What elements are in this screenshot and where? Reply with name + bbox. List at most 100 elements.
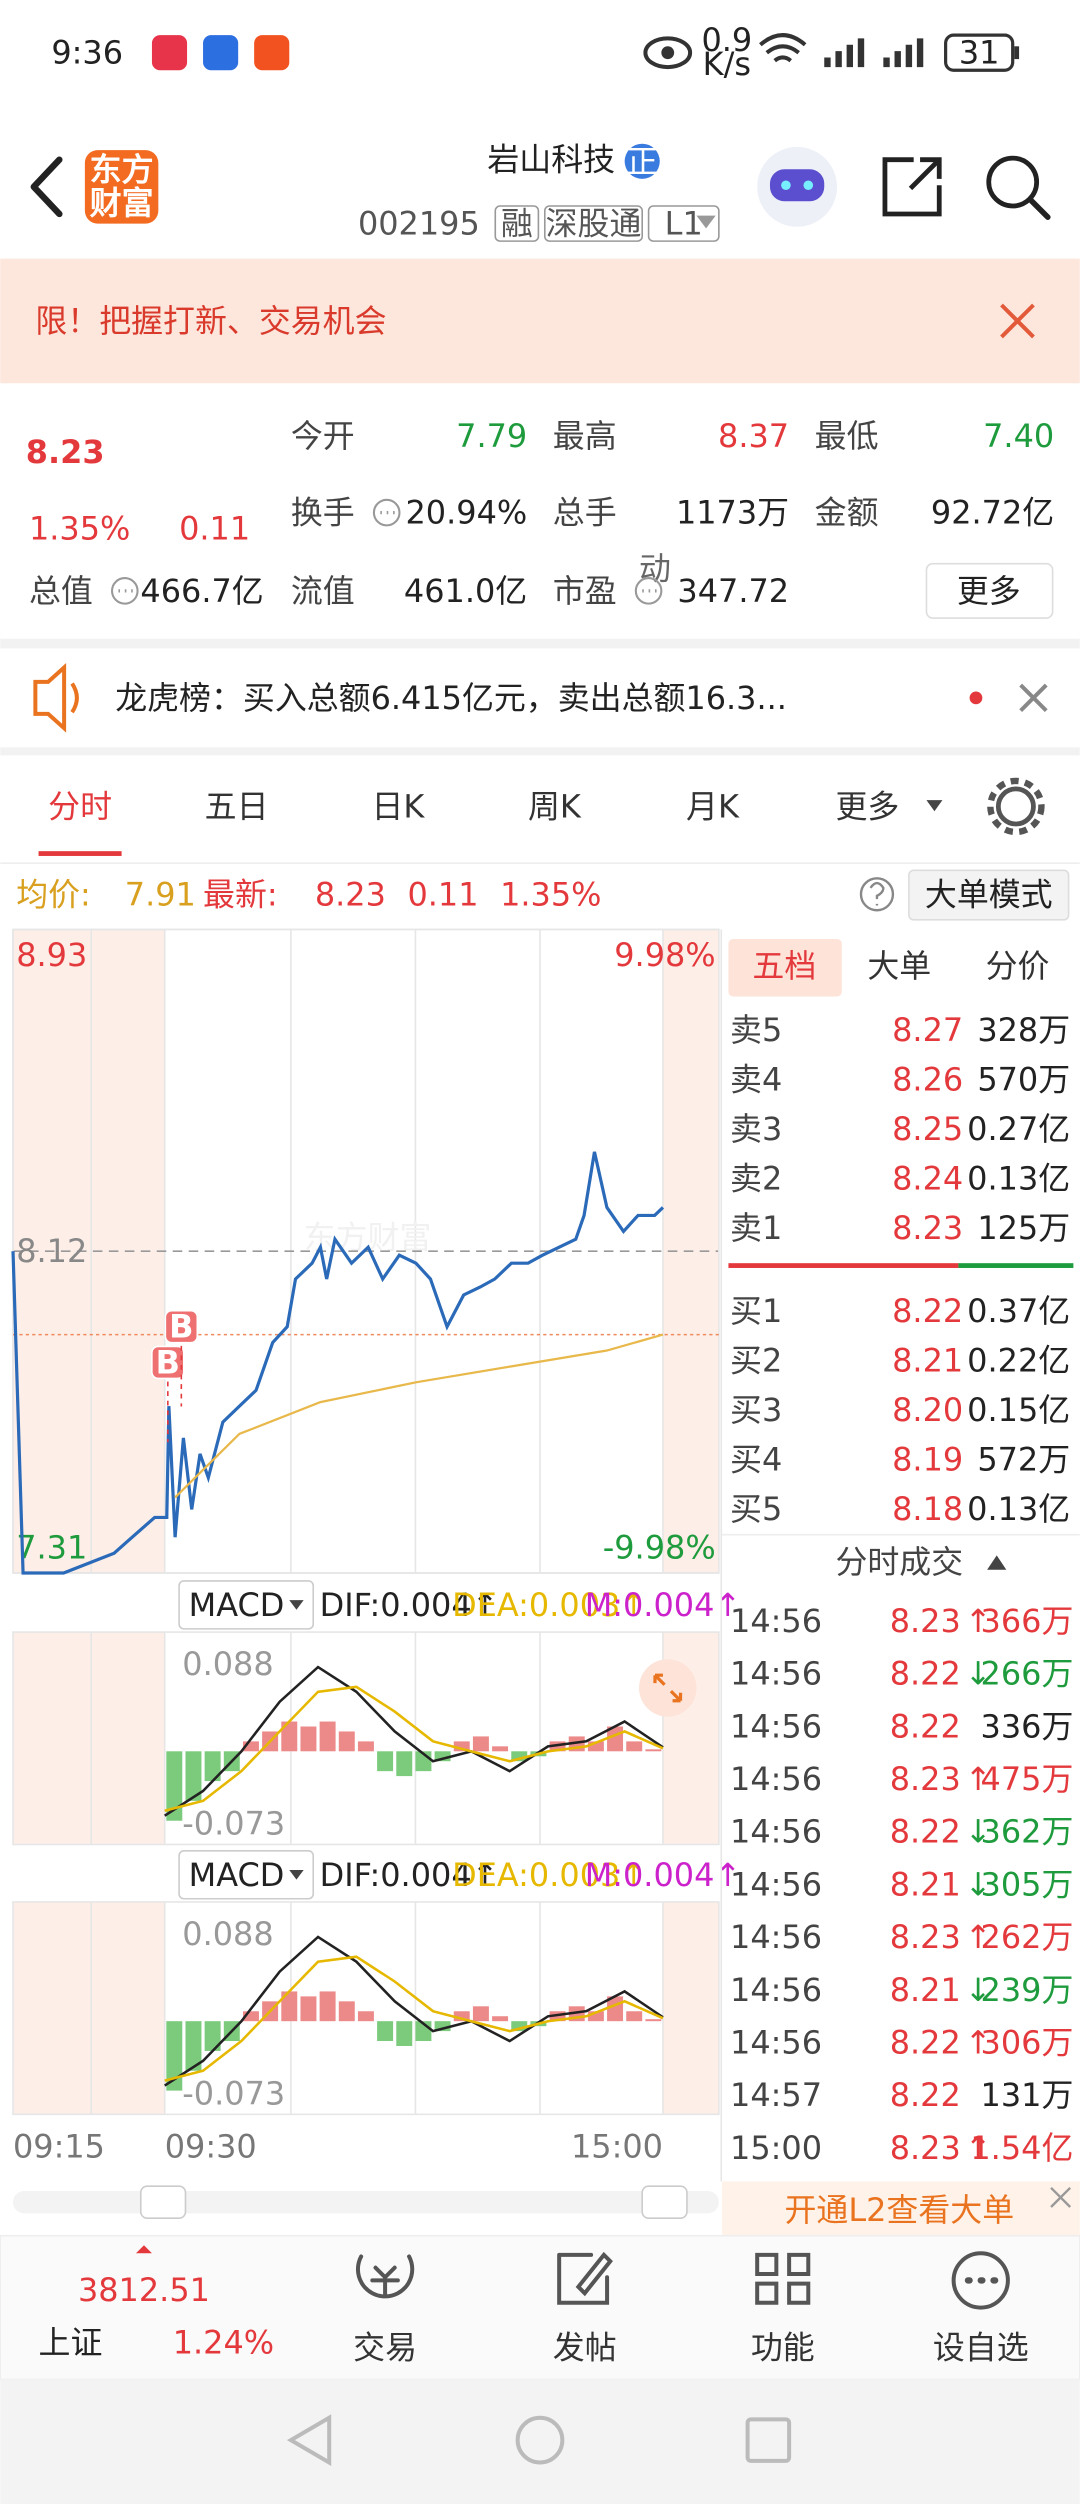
nav-back[interactable] — [286, 2414, 332, 2466]
tab[interactable]: 日K — [371, 787, 425, 825]
book-label: 买1 — [730, 1292, 782, 1330]
book-tab[interactable]: 分价 — [986, 947, 1050, 985]
share-button[interactable] — [882, 157, 942, 217]
macd-name: MACD — [189, 1856, 285, 1894]
price-line — [11, 1151, 665, 1575]
info-icon[interactable] — [634, 577, 663, 605]
book-label: 买4 — [730, 1441, 782, 1479]
stat-value: 7.40 — [983, 417, 1054, 455]
battery-level: 31 — [959, 34, 1000, 72]
promo-bar[interactable] — [722, 2181, 1080, 2236]
macd-bar — [645, 2019, 662, 2022]
back-button[interactable] — [30, 156, 63, 218]
close-banner[interactable] — [1000, 303, 1035, 339]
range-handle[interactable] — [641, 2185, 688, 2219]
nav-home[interactable] — [515, 2415, 565, 2465]
range-slider[interactable] — [13, 2191, 719, 2214]
macd-name: MACD — [189, 1586, 285, 1624]
trade-time: 14:56 — [730, 1655, 822, 1693]
signal-icon — [824, 38, 924, 68]
macd-tick-label: -0.073 — [182, 1805, 285, 1843]
macd-pre-zone — [13, 1901, 165, 2115]
tab[interactable]: 月K — [686, 787, 740, 825]
nav-label[interactable]: 功能 — [751, 2329, 815, 2367]
info-icon[interactable] — [110, 577, 139, 605]
logo-text: 东方 — [90, 150, 154, 188]
stat-label: 总值 — [29, 572, 93, 610]
trade-direction: ↑ — [965, 1918, 992, 1956]
tab-dropdown — [926, 800, 943, 812]
trade-price: 8.22 — [890, 2076, 961, 2114]
stats: 今开 7.79 最高 8.37 最低 7.40 换手 20.94% 总手 1173万 金额 92.72… — [29, 417, 1054, 610]
robot-eye — [803, 180, 814, 191]
settings-button[interactable] — [995, 786, 1036, 827]
banner[interactable] — [0, 258, 1080, 384]
eye-icon — [661, 46, 675, 60]
tab[interactable]: 周K — [528, 787, 582, 825]
macd-tick-label: 0.088 — [182, 1915, 273, 1953]
logo[interactable] — [84, 150, 159, 224]
book-tab[interactable]: 大单 — [867, 947, 931, 985]
x-tick-label: 09:30 — [165, 2127, 257, 2165]
index-value[interactable]: 3812.51 — [78, 2271, 210, 2309]
tab[interactable]: 分时 — [48, 787, 112, 825]
macd-bar — [511, 1751, 528, 1762]
book-label: 买3 — [730, 1391, 782, 1429]
macd-bar — [453, 1741, 470, 1752]
search-button[interactable] — [986, 155, 1040, 209]
nav-label[interactable]: 发帖 — [553, 2329, 617, 2367]
trade-price: 8.22 — [890, 1707, 961, 1745]
trades-title[interactable]: 分时成交 — [835, 1543, 963, 1581]
stat-label: 市盈 — [553, 572, 617, 610]
book-tab[interactable]: 五档 — [752, 947, 816, 985]
macd-bar — [242, 2011, 259, 2022]
trade-volume: 262万 — [981, 1918, 1074, 1956]
stock-code: 002195 — [358, 205, 480, 243]
expand-button[interactable] — [639, 1659, 697, 1717]
book-volume: 0.27亿 — [967, 1110, 1070, 1148]
trade-time: 14:57 — [730, 2076, 822, 2114]
more-button[interactable] — [925, 562, 1054, 619]
app-icon — [151, 35, 188, 71]
macd-bar — [511, 2021, 528, 2032]
macd-selector[interactable] — [178, 1580, 315, 1630]
help-icon[interactable] — [859, 877, 895, 912]
stat-label: 今开 — [291, 417, 355, 455]
trade-time: 14:56 — [730, 1760, 822, 1798]
trade-marker — [151, 1345, 185, 1380]
tab[interactable]: 更多 — [835, 787, 899, 825]
change: 0.11 — [179, 510, 250, 548]
trade-direction: ↓ — [965, 1655, 992, 1693]
trade-marker — [164, 1309, 199, 1344]
nav-label[interactable]: 设自选 — [933, 2329, 1029, 2367]
notice-text[interactable]: 龙虎榜：买入总额6.415亿元，卖出总额16.3... — [115, 679, 787, 717]
nav-label[interactable]: 交易 — [353, 2329, 417, 2367]
macd-bar — [434, 1751, 451, 1762]
nav-recents[interactable] — [745, 2417, 792, 2463]
nav-icon — [755, 2252, 811, 2305]
book-volume: 570万 — [977, 1061, 1070, 1099]
macd-bar — [319, 1991, 336, 2022]
trade-time: 14:56 — [730, 1602, 822, 1640]
stat-label: 最高 — [553, 417, 617, 455]
trade-volume: 1.54亿 — [970, 2129, 1073, 2167]
tab[interactable]: 五日 — [205, 787, 269, 825]
promo-close[interactable] — [1050, 2186, 1072, 2208]
macd-selector[interactable] — [178, 1850, 315, 1900]
mode-button[interactable] — [908, 869, 1070, 921]
separator — [0, 638, 1080, 649]
macd-bar — [492, 1746, 509, 1752]
dropdown-arrow[interactable] — [696, 215, 716, 229]
trade-time: 14:56 — [730, 1865, 822, 1903]
info-icon[interactable] — [372, 498, 401, 527]
book-volume: 0.37亿 — [967, 1292, 1070, 1330]
range-handle[interactable] — [139, 2185, 187, 2219]
separator — [0, 747, 1080, 756]
book-label: 买2 — [730, 1342, 782, 1380]
close-notice[interactable] — [1019, 683, 1048, 713]
dif-label: DIF:0.004↑ — [320, 1856, 499, 1894]
tag: 融 — [501, 205, 533, 243]
